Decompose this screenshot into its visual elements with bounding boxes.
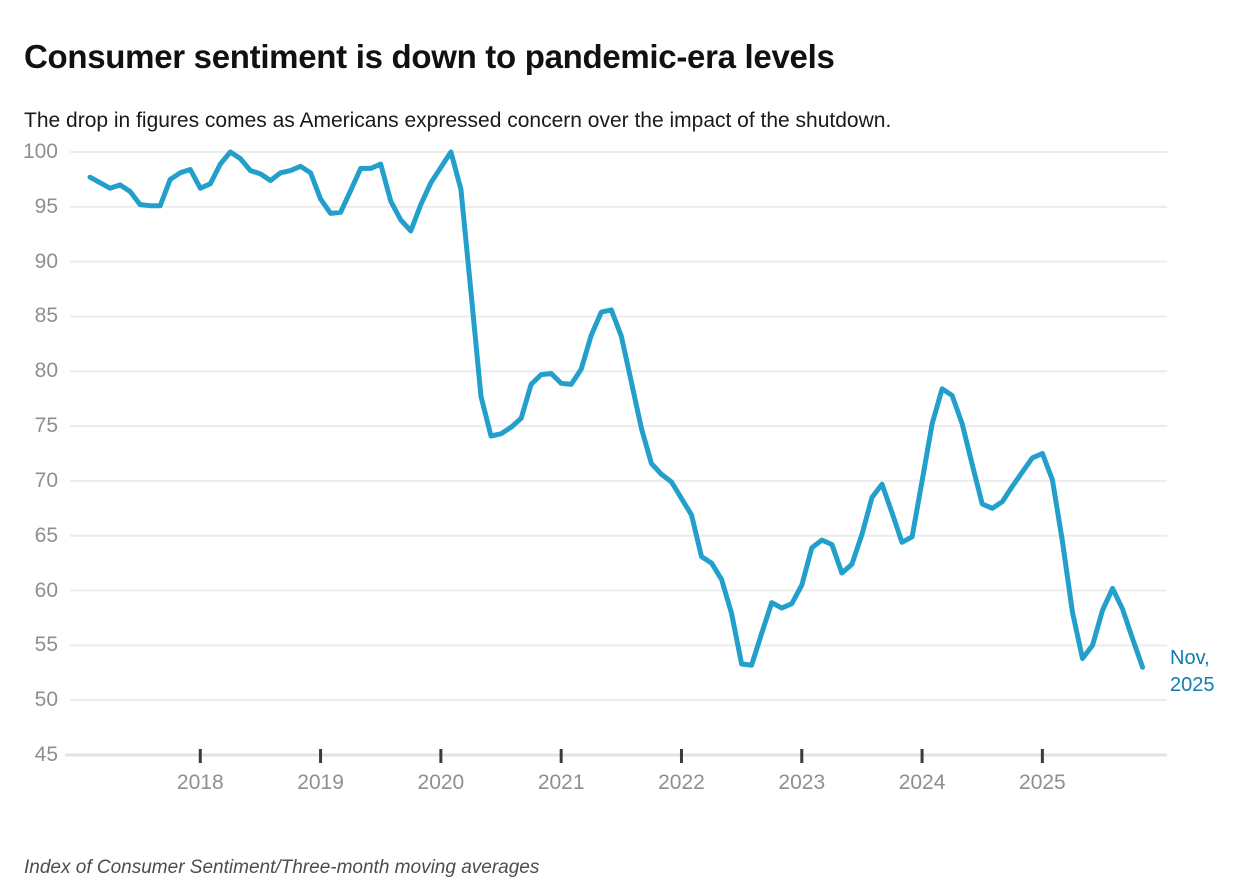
chart-subtitle: The drop in figures comes as Americans e… [24, 109, 892, 132]
x-axis-label: 2022 [658, 771, 705, 794]
x-axis-label: 2021 [537, 771, 585, 794]
y-axis-label: 60 [34, 578, 58, 602]
x-axis-label: 2018 [176, 771, 224, 794]
y-axis-label: 95 [34, 194, 58, 218]
y-axis-label: 70 [34, 468, 58, 492]
end-point-label-line2: 2025 [1170, 674, 1215, 696]
y-axis-label: 50 [34, 688, 58, 712]
x-axis-label: 2024 [898, 771, 946, 794]
chart-title: Consumer sentiment is down to pandemic-e… [24, 38, 835, 76]
y-axis-label: 45 [34, 743, 58, 766]
y-axis-label: 85 [34, 304, 58, 328]
y-axis-label: 55 [34, 633, 58, 657]
y-axis-label: 80 [34, 359, 58, 383]
end-point-label: Nov, 2025 [1170, 645, 1215, 699]
x-axis-label: 2023 [778, 771, 826, 794]
y-axis-label: 100 [22, 140, 58, 163]
y-axis-label: 90 [34, 249, 58, 273]
end-point-label-line1: Nov, [1170, 647, 1210, 669]
sentiment-line [87, 149, 1146, 670]
x-axis-label: 2019 [297, 771, 344, 794]
y-axis-label: 75 [34, 414, 58, 438]
x-axis-label: 2025 [1019, 771, 1066, 794]
y-axis-label: 65 [34, 523, 58, 547]
source-note: Index of Consumer Sentiment/Three-month … [24, 857, 540, 878]
x-axis-label: 2020 [417, 771, 465, 794]
